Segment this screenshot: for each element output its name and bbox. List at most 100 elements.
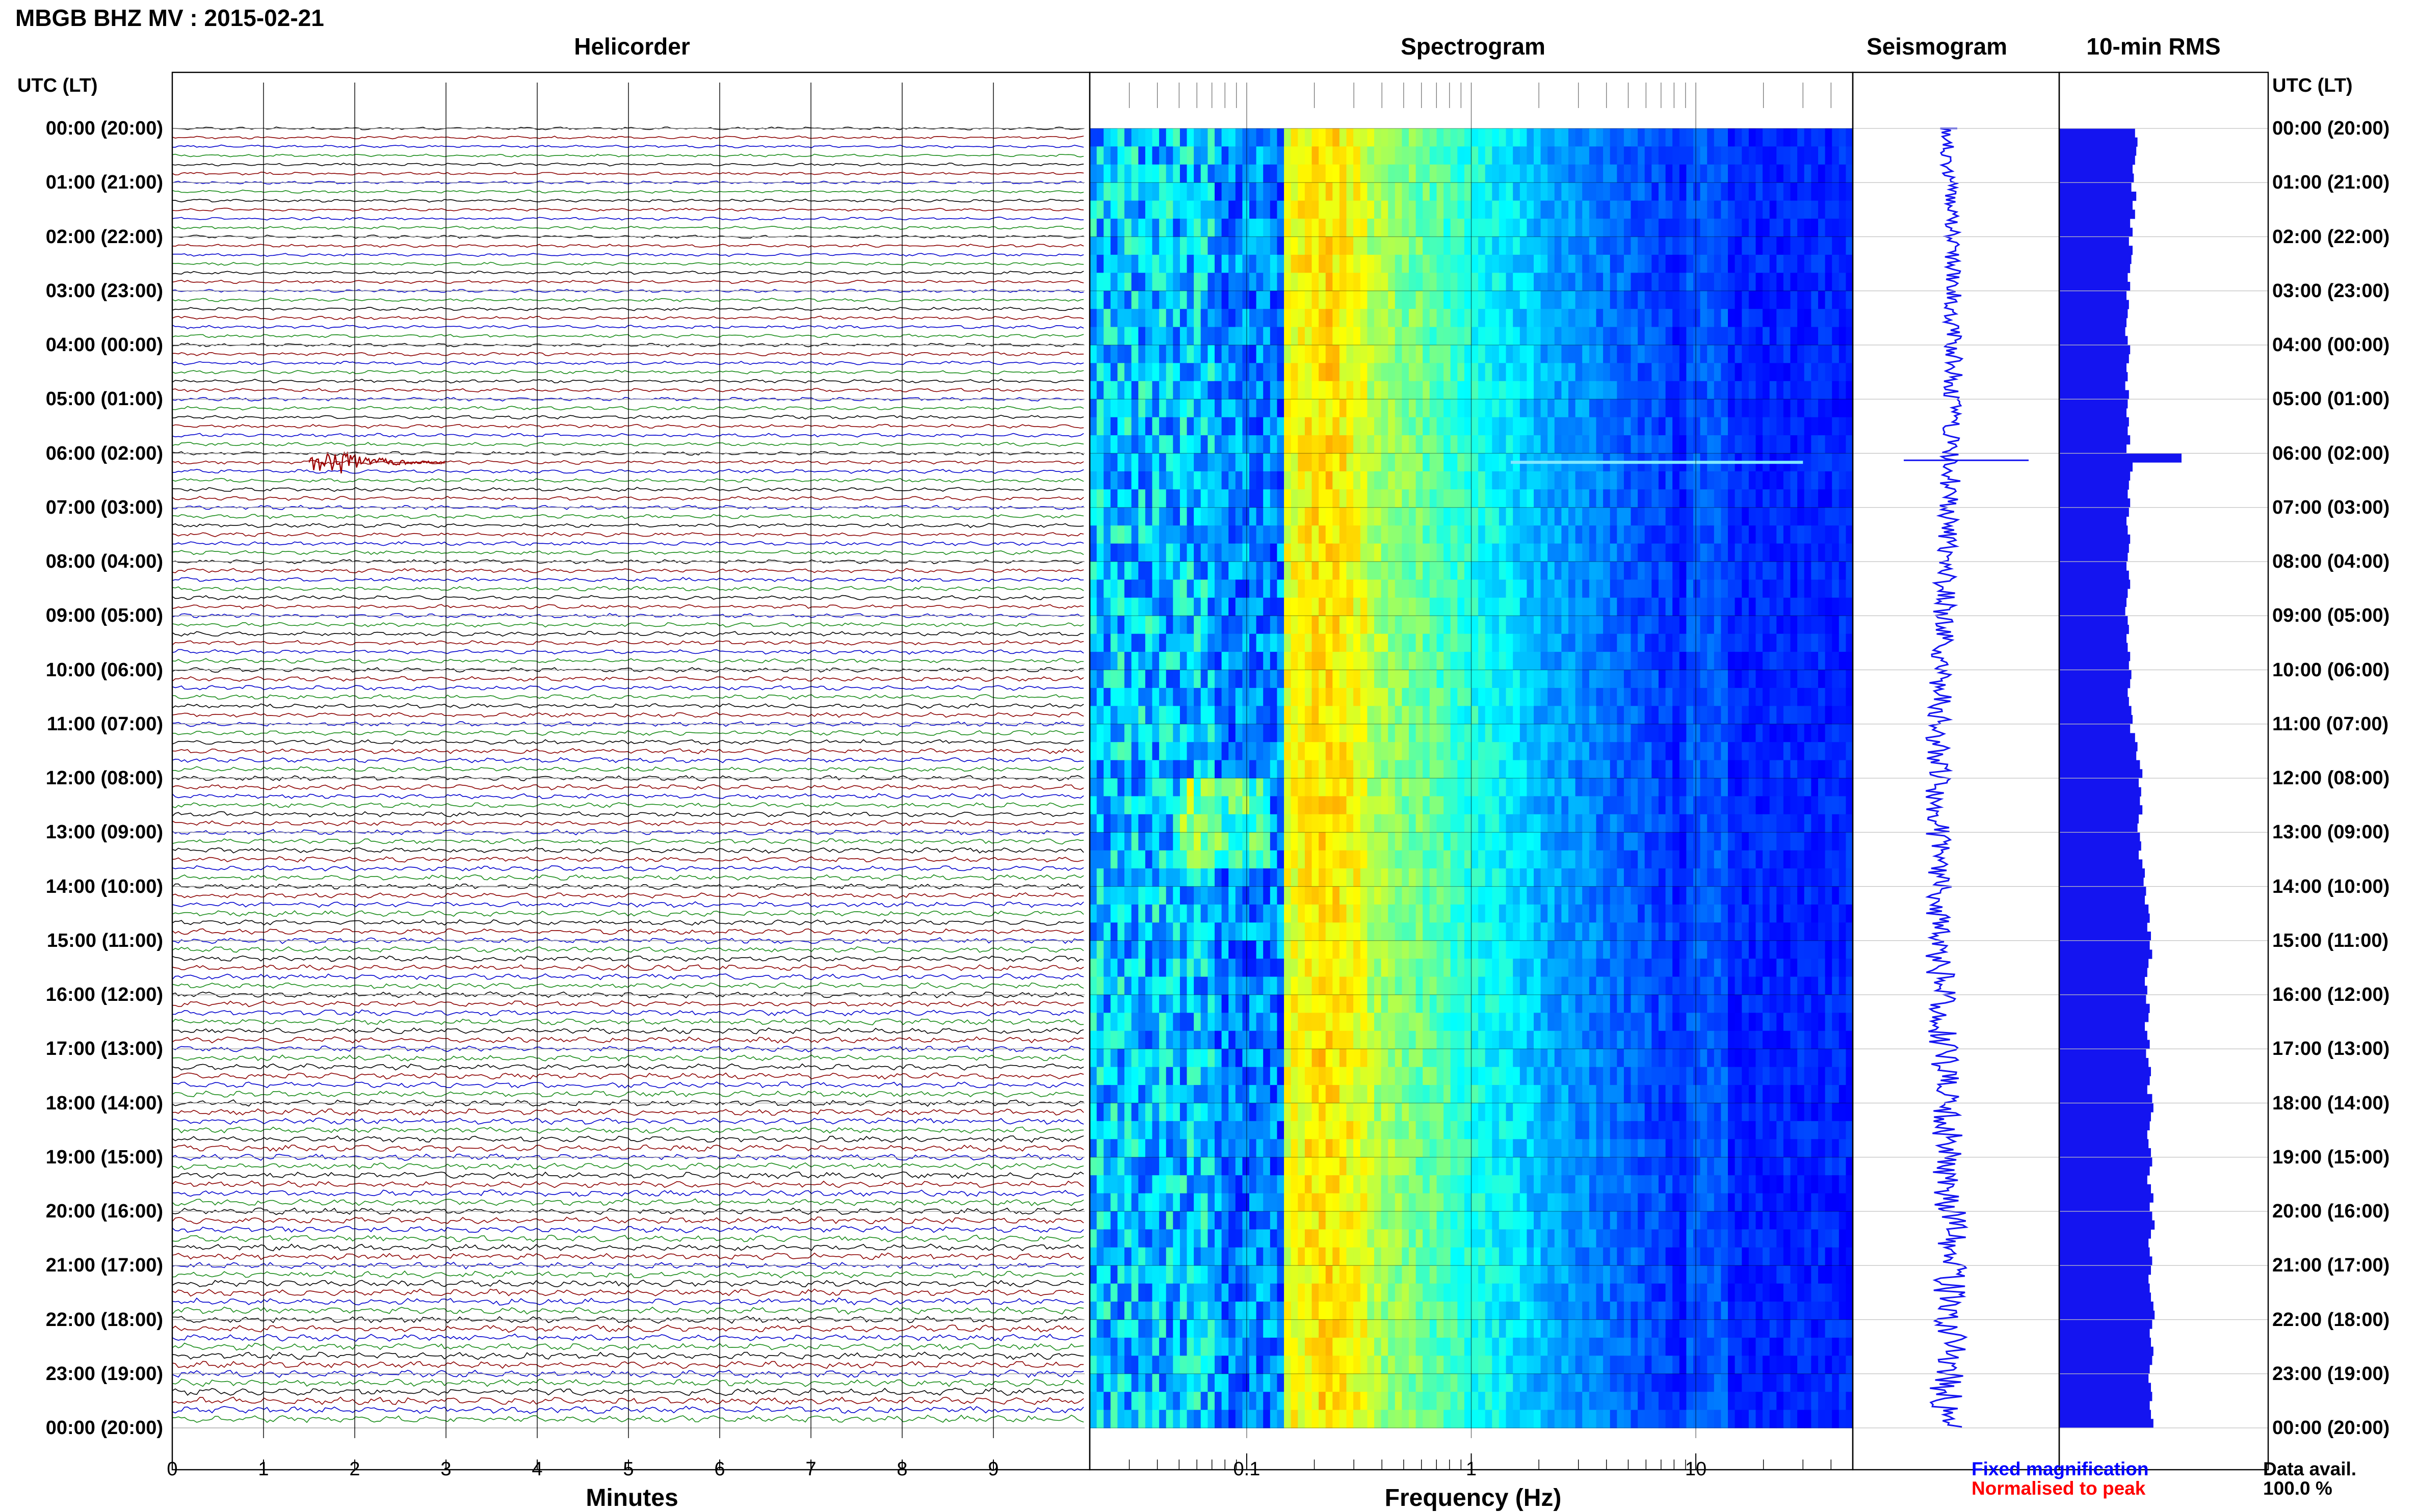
spectrogram-cell	[1326, 905, 1333, 923]
spectrogram-cell	[1749, 219, 1756, 237]
spectrogram-cell	[1340, 255, 1347, 273]
spectrogram-cell	[1783, 652, 1791, 670]
spectrogram-cell	[1832, 489, 1839, 508]
spectrogram-cell	[1367, 706, 1374, 724]
spectrogram-cell	[1534, 760, 1541, 779]
spectrogram-cell	[1222, 706, 1229, 724]
spectrogram-cell	[1451, 579, 1458, 598]
spectrogram-cell	[1672, 796, 1679, 814]
spectrogram-cell	[1763, 598, 1770, 616]
spectrogram-cell	[1423, 381, 1430, 400]
spectrogram-cell	[1638, 562, 1645, 580]
spectrogram-cell	[1791, 363, 1798, 381]
spectrogram-cell	[1270, 237, 1277, 255]
spectrogram-cell	[1589, 760, 1596, 779]
spectrogram-cell	[1242, 435, 1249, 454]
spectrogram-cell	[1804, 706, 1811, 724]
spectrogram-cell	[1520, 381, 1527, 400]
spectrogram-cell	[1104, 562, 1111, 580]
spectrogram-cell	[1714, 309, 1721, 327]
spectrogram-cell	[1679, 652, 1687, 670]
spectrogram-cell	[1714, 922, 1721, 941]
spectrogram-cell	[1603, 525, 1610, 544]
spectrogram-cell	[1201, 724, 1208, 742]
spectrogram-cell	[1651, 508, 1659, 526]
spectrogram-cell	[1832, 454, 1839, 472]
spectrogram-cell	[1700, 201, 1708, 219]
spectrogram-cell	[1207, 471, 1215, 490]
spectrogram-cell	[1451, 706, 1458, 724]
spectrogram-cell	[1215, 579, 1222, 598]
spectrogram-cell	[1298, 525, 1305, 544]
spectrogram-cell	[1249, 652, 1256, 670]
spectrogram-cell	[1492, 146, 1499, 165]
spectrogram-cell	[1173, 742, 1180, 760]
spectrogram-cell	[1430, 670, 1437, 688]
spectrogram-cell	[1312, 182, 1319, 201]
spectrogram-cell	[1756, 146, 1763, 165]
spectrogram-cell	[1132, 778, 1139, 797]
spectrogram-cell	[1104, 201, 1111, 219]
spectrogram-cell	[1124, 832, 1132, 851]
spectrogram-cell	[1561, 309, 1568, 327]
spectrogram-cell	[1707, 219, 1714, 237]
spectrogram-cell	[1520, 128, 1527, 147]
spectrogram-cell	[1201, 182, 1208, 201]
spectrogram-cell	[1610, 760, 1617, 779]
spectrogram-cell	[1312, 454, 1319, 472]
spectrogram-cell	[1215, 237, 1222, 255]
spectrogram-cell	[1624, 219, 1631, 237]
spectrogram-cell	[1707, 670, 1714, 688]
spectrogram-cell	[1832, 851, 1839, 869]
spectrogram-cell	[1825, 760, 1832, 779]
spectrogram-cell	[1443, 381, 1451, 400]
spectrogram-cell	[1555, 219, 1562, 237]
spectrogram-cell	[1603, 165, 1610, 183]
spectrogram-cell	[1485, 454, 1492, 472]
spectrogram-cell	[1547, 508, 1555, 526]
spectrogram-cell	[1839, 435, 1846, 454]
spectrogram-cell	[1381, 814, 1388, 833]
spectrogram-cell	[1207, 435, 1215, 454]
spectrogram-cell	[1700, 345, 1708, 363]
spectrogram-cell	[1374, 760, 1381, 779]
spectrogram-cell	[1582, 922, 1589, 941]
spectrogram-cell	[1485, 345, 1492, 363]
spectrogram-cell	[1464, 905, 1472, 923]
spectrogram-cell	[1534, 182, 1541, 201]
spectrogram-cell	[1207, 237, 1215, 255]
spectrogram-cell	[1624, 255, 1631, 273]
spectrogram-cell	[1672, 706, 1679, 724]
spectrogram-cell	[1097, 165, 1104, 183]
spectrogram-cell	[1312, 345, 1319, 363]
spectrogram-cell	[1666, 706, 1673, 724]
spectrogram-cell	[1666, 634, 1673, 652]
spectrogram-cell	[1770, 417, 1777, 436]
spectrogram-cell	[1624, 165, 1631, 183]
spectrogram-cell	[1818, 454, 1825, 472]
spectrogram-cell	[1187, 905, 1194, 923]
spectrogram-cell	[1284, 562, 1291, 580]
spectrogram-cell	[1846, 706, 1853, 724]
spectrogram-cell	[1714, 579, 1721, 598]
spectrogram-cell	[1527, 381, 1534, 400]
spectrogram-cell	[1763, 237, 1770, 255]
spectrogram-cell	[1132, 887, 1139, 905]
spectrogram-cell	[1381, 598, 1388, 616]
spectrogram-cell	[1291, 525, 1298, 544]
spectrogram-cell	[1374, 128, 1381, 147]
spectrogram-cell	[1222, 182, 1229, 201]
spectrogram-cell	[1242, 182, 1249, 201]
spectrogram-cell	[1492, 381, 1499, 400]
spectrogram-cell	[1430, 237, 1437, 255]
spectrogram-cell	[1443, 291, 1451, 309]
spectrogram-cell	[1603, 237, 1610, 255]
spectrogram-cell	[1783, 760, 1791, 779]
spectrogram-cell	[1090, 399, 1097, 417]
spectrogram-cell	[1340, 219, 1347, 237]
spectrogram-cell	[1145, 922, 1152, 941]
spectrogram-cell	[1575, 471, 1583, 490]
spectrogram-cell	[1298, 598, 1305, 616]
spectrogram-cell	[1714, 291, 1721, 309]
spectrogram-cell	[1249, 796, 1256, 814]
